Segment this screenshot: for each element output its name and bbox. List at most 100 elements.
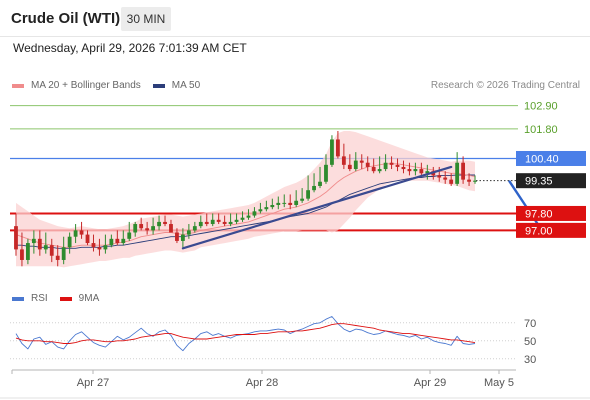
candle-body [258,209,263,212]
last-price-tag [516,173,586,189]
candle-body [425,171,430,174]
candle [145,221,150,235]
candle-body [455,162,460,184]
copyright-notice: Research © 2026 Trading Central [430,80,580,91]
candle-body [449,179,454,184]
candle [180,228,185,248]
candle-body [389,162,394,165]
rsi-legend: RSI 9MA [12,293,99,304]
chart-header: Crude Oil (WTI) 30 MIN [0,0,590,36]
candle-body [300,198,305,201]
candle [264,200,269,212]
ma20-swatch [12,83,24,88]
candle [335,131,340,159]
candle [109,234,114,248]
timeframe-badge[interactable]: 30 MIN [121,7,171,31]
candle [455,152,460,186]
bollinger-band-fill [16,131,475,268]
candle [139,217,144,231]
candle-body [186,230,191,235]
candle [14,213,18,256]
candle [276,196,281,210]
candle-body [175,232,179,241]
timestamp: Wednesday, April 29, 2026 7:01:39 AM CET [13,41,247,55]
candle [169,219,173,233]
candle-body [169,224,173,233]
candle [359,154,364,170]
candle-body [407,169,412,172]
candle-body [115,238,120,244]
candle [377,156,382,174]
candle [461,156,466,184]
candle-body [37,238,42,250]
candle [389,156,394,170]
ma9-line [15,323,476,344]
candle [353,152,358,172]
candle-body [383,162,388,170]
bollinger-band [16,131,475,268]
candle [294,190,299,208]
candle-body [395,164,400,167]
candle-body [55,255,60,260]
candle [401,160,406,174]
level-label-97.00: 97.00 [525,225,553,237]
candle-body [151,226,156,231]
candle-body [14,226,18,250]
candle-body [20,249,24,260]
rsi-legend-label: RSI [31,293,48,304]
candle-body [145,228,150,231]
moving-averages [15,163,476,249]
candle [407,162,412,176]
rsi-panel: 70 50 30 [10,316,536,366]
candle-body [324,164,328,182]
candle [49,238,54,263]
candle-body [282,202,287,204]
candle [473,175,477,184]
level-label-102.90: 102.90 [524,101,558,113]
candle-body [330,139,334,165]
candle [300,188,305,203]
candle [234,213,239,225]
candle-body [222,221,227,225]
candle [240,211,245,222]
candle [330,135,334,167]
candle [467,173,471,186]
ma50-legend-label: MA 50 [171,80,201,91]
instrument-title: Crude Oil (WTI) [11,10,121,27]
candle [437,166,442,182]
candle [97,238,102,256]
rsi-tick-50: 50 [524,336,536,348]
candle [258,202,263,214]
projection-arrow-head [535,224,545,235]
header-divider [0,36,590,37]
ma20-legend-label: MA 20 + Bollinger Bands [31,80,141,91]
candle [270,198,275,210]
candle [443,171,448,184]
candle [103,234,108,254]
candle [115,230,120,246]
candle-body [264,207,269,210]
candle [163,215,167,227]
candle [252,207,257,218]
candle-body [228,221,233,225]
candle-body [133,224,138,233]
level-tag-97.80 [516,205,586,221]
candle [151,217,156,235]
candle [37,230,42,256]
candle [186,224,191,239]
price-legend: MA 20 + Bollinger Bands MA 50 [12,80,200,91]
candle-body [49,245,54,256]
time-axis: Apr 27 Apr 28 Apr 29 May 5 [0,369,590,399]
ma20-line [15,163,476,248]
candle-body [109,238,114,246]
candle [222,215,227,227]
candle [20,232,24,267]
level-tag-100.40 [516,150,586,166]
candle-body [216,219,221,222]
candle [192,221,197,233]
candle-body [61,247,66,260]
candle-body [157,221,161,227]
candle-body [365,162,370,167]
